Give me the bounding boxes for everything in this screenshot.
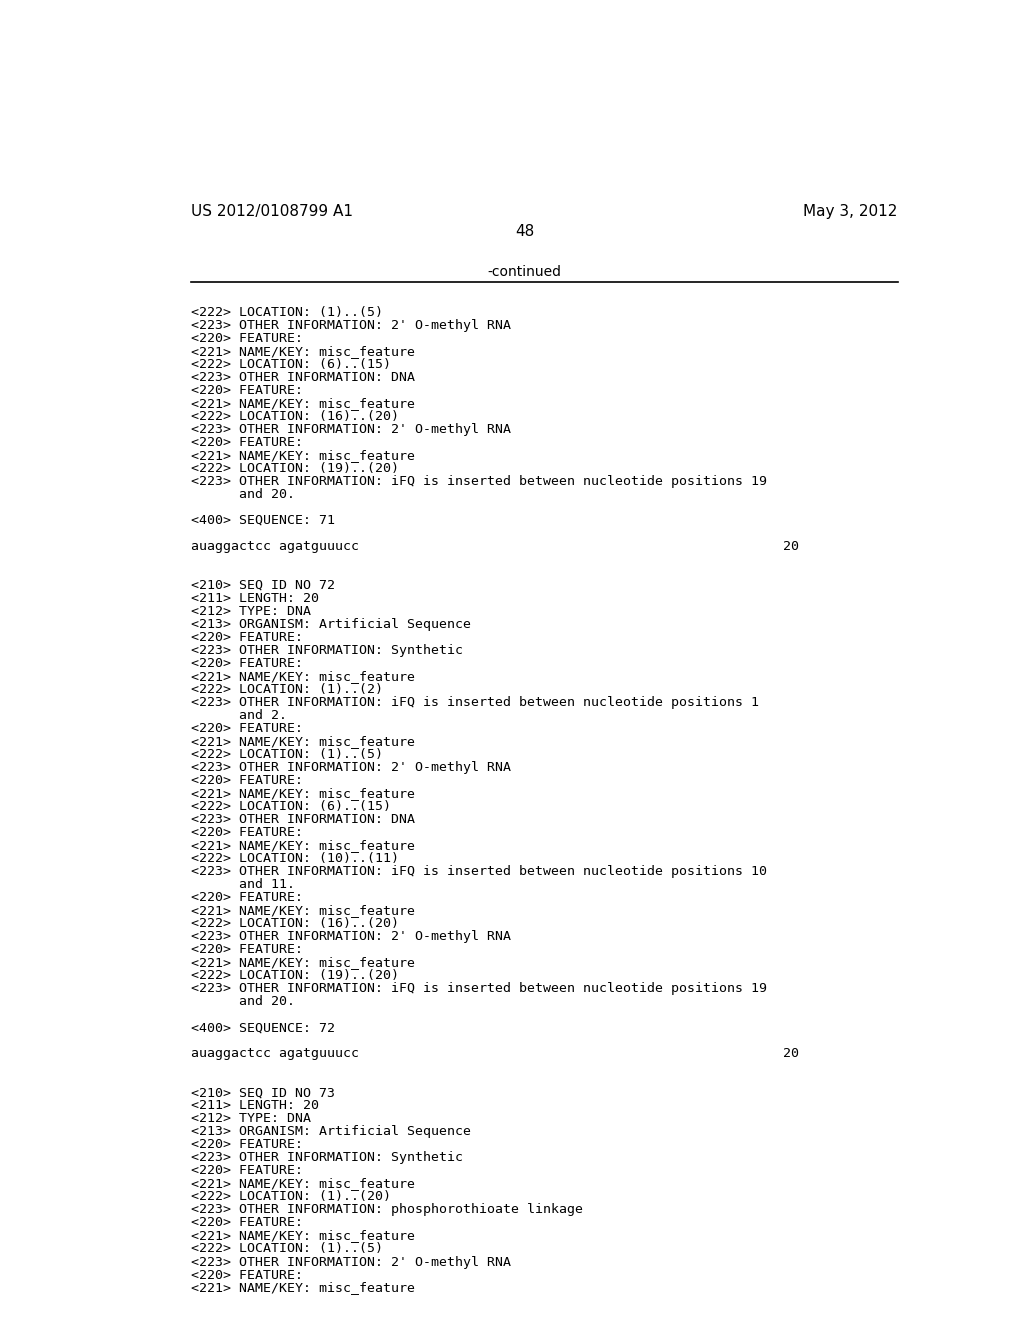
Text: <222> LOCATION: (16)..(20): <222> LOCATION: (16)..(20) [191, 917, 399, 931]
Text: <221> NAME/KEY: misc_feature: <221> NAME/KEY: misc_feature [191, 345, 416, 358]
Text: <222> LOCATION: (19)..(20): <222> LOCATION: (19)..(20) [191, 969, 399, 982]
Text: <223> OTHER INFORMATION: DNA: <223> OTHER INFORMATION: DNA [191, 371, 416, 384]
Text: <221> NAME/KEY: misc_feature: <221> NAME/KEY: misc_feature [191, 735, 416, 748]
Text: <220> FEATURE:: <220> FEATURE: [191, 1164, 303, 1177]
Text: <221> NAME/KEY: misc_feature: <221> NAME/KEY: misc_feature [191, 1177, 416, 1191]
Text: <223> OTHER INFORMATION: iFQ is inserted between nucleotide positions 19: <223> OTHER INFORMATION: iFQ is inserted… [191, 475, 768, 488]
Text: <220> FEATURE:: <220> FEATURE: [191, 657, 303, 671]
Text: <222> LOCATION: (6)..(15): <222> LOCATION: (6)..(15) [191, 800, 391, 813]
Text: <221> NAME/KEY: misc_feature: <221> NAME/KEY: misc_feature [191, 956, 416, 969]
Text: <211> LENGTH: 20: <211> LENGTH: 20 [191, 591, 319, 605]
Text: -continued: -continued [487, 265, 562, 279]
Text: <223> OTHER INFORMATION: phosphorothioate linkage: <223> OTHER INFORMATION: phosphorothioat… [191, 1204, 584, 1217]
Text: <223> OTHER INFORMATION: iFQ is inserted between nucleotide positions 10: <223> OTHER INFORMATION: iFQ is inserted… [191, 865, 768, 878]
Text: <222> LOCATION: (6)..(15): <222> LOCATION: (6)..(15) [191, 358, 391, 371]
Text: <221> NAME/KEY: misc_feature: <221> NAME/KEY: misc_feature [191, 904, 416, 917]
Text: <222> LOCATION: (1)..(2): <222> LOCATION: (1)..(2) [191, 682, 383, 696]
Text: <400> SEQUENCE: 71: <400> SEQUENCE: 71 [191, 513, 336, 527]
Text: <220> FEATURE:: <220> FEATURE: [191, 384, 303, 397]
Text: and 11.: and 11. [191, 878, 296, 891]
Text: <222> LOCATION: (16)..(20): <222> LOCATION: (16)..(20) [191, 409, 399, 422]
Text: <213> ORGANISM: Artificial Sequence: <213> ORGANISM: Artificial Sequence [191, 618, 471, 631]
Text: and 2.: and 2. [191, 709, 288, 722]
Text: auaggactcc agatguuucc                                                     20: auaggactcc agatguuucc 20 [191, 540, 800, 553]
Text: <223> OTHER INFORMATION: 2' O-methyl RNA: <223> OTHER INFORMATION: 2' O-methyl RNA [191, 762, 512, 774]
Text: <221> NAME/KEY: misc_feature: <221> NAME/KEY: misc_feature [191, 787, 416, 800]
Text: 48: 48 [515, 224, 535, 239]
Text: <223> OTHER INFORMATION: iFQ is inserted between nucleotide positions 1: <223> OTHER INFORMATION: iFQ is inserted… [191, 696, 760, 709]
Text: <223> OTHER INFORMATION: Synthetic: <223> OTHER INFORMATION: Synthetic [191, 644, 464, 657]
Text: <210> SEQ ID NO 73: <210> SEQ ID NO 73 [191, 1086, 336, 1100]
Text: <220> FEATURE:: <220> FEATURE: [191, 1138, 303, 1151]
Text: <222> LOCATION: (1)..(5): <222> LOCATION: (1)..(5) [191, 1242, 383, 1255]
Text: <221> NAME/KEY: misc_feature: <221> NAME/KEY: misc_feature [191, 1282, 416, 1295]
Text: <220> FEATURE:: <220> FEATURE: [191, 631, 303, 644]
Text: <222> LOCATION: (1)..(5): <222> LOCATION: (1)..(5) [191, 748, 383, 762]
Text: <211> LENGTH: 20: <211> LENGTH: 20 [191, 1100, 319, 1113]
Text: <223> OTHER INFORMATION: 2' O-methyl RNA: <223> OTHER INFORMATION: 2' O-methyl RNA [191, 1255, 512, 1269]
Text: <223> OTHER INFORMATION: iFQ is inserted between nucleotide positions 19: <223> OTHER INFORMATION: iFQ is inserted… [191, 982, 768, 995]
Text: <223> OTHER INFORMATION: 2' O-methyl RNA: <223> OTHER INFORMATION: 2' O-methyl RNA [191, 319, 512, 331]
Text: <221> NAME/KEY: misc_feature: <221> NAME/KEY: misc_feature [191, 397, 416, 409]
Text: <220> FEATURE:: <220> FEATURE: [191, 722, 303, 735]
Text: US 2012/0108799 A1: US 2012/0108799 A1 [191, 205, 353, 219]
Text: <221> NAME/KEY: misc_feature: <221> NAME/KEY: misc_feature [191, 1229, 416, 1242]
Text: and 20.: and 20. [191, 995, 296, 1008]
Text: <210> SEQ ID NO 72: <210> SEQ ID NO 72 [191, 579, 336, 591]
Text: <220> FEATURE:: <220> FEATURE: [191, 436, 303, 449]
Text: <221> NAME/KEY: misc_feature: <221> NAME/KEY: misc_feature [191, 671, 416, 682]
Text: <223> OTHER INFORMATION: 2' O-methyl RNA: <223> OTHER INFORMATION: 2' O-methyl RNA [191, 931, 512, 944]
Text: auaggactcc agatguuucc                                                     20: auaggactcc agatguuucc 20 [191, 1047, 800, 1060]
Text: <220> FEATURE:: <220> FEATURE: [191, 1217, 303, 1229]
Text: <222> LOCATION: (1)..(20): <222> LOCATION: (1)..(20) [191, 1191, 391, 1204]
Text: <222> LOCATION: (19)..(20): <222> LOCATION: (19)..(20) [191, 462, 399, 475]
Text: <220> FEATURE:: <220> FEATURE: [191, 331, 303, 345]
Text: <221> NAME/KEY: misc_feature: <221> NAME/KEY: misc_feature [191, 449, 416, 462]
Text: <220> FEATURE:: <220> FEATURE: [191, 1269, 303, 1282]
Text: <220> FEATURE:: <220> FEATURE: [191, 891, 303, 904]
Text: <400> SEQUENCE: 72: <400> SEQUENCE: 72 [191, 1022, 336, 1035]
Text: May 3, 2012: May 3, 2012 [804, 205, 898, 219]
Text: <212> TYPE: DNA: <212> TYPE: DNA [191, 1113, 311, 1126]
Text: <223> OTHER INFORMATION: Synthetic: <223> OTHER INFORMATION: Synthetic [191, 1151, 464, 1164]
Text: <220> FEATURE:: <220> FEATURE: [191, 944, 303, 956]
Text: <223> OTHER INFORMATION: DNA: <223> OTHER INFORMATION: DNA [191, 813, 416, 826]
Text: <212> TYPE: DNA: <212> TYPE: DNA [191, 605, 311, 618]
Text: <222> LOCATION: (1)..(5): <222> LOCATION: (1)..(5) [191, 306, 383, 318]
Text: <220> FEATURE:: <220> FEATURE: [191, 826, 303, 840]
Text: <222> LOCATION: (10)..(11): <222> LOCATION: (10)..(11) [191, 853, 399, 865]
Text: <221> NAME/KEY: misc_feature: <221> NAME/KEY: misc_feature [191, 840, 416, 853]
Text: <223> OTHER INFORMATION: 2' O-methyl RNA: <223> OTHER INFORMATION: 2' O-methyl RNA [191, 422, 512, 436]
Text: <213> ORGANISM: Artificial Sequence: <213> ORGANISM: Artificial Sequence [191, 1126, 471, 1138]
Text: <220> FEATURE:: <220> FEATURE: [191, 774, 303, 787]
Text: and 20.: and 20. [191, 488, 296, 500]
